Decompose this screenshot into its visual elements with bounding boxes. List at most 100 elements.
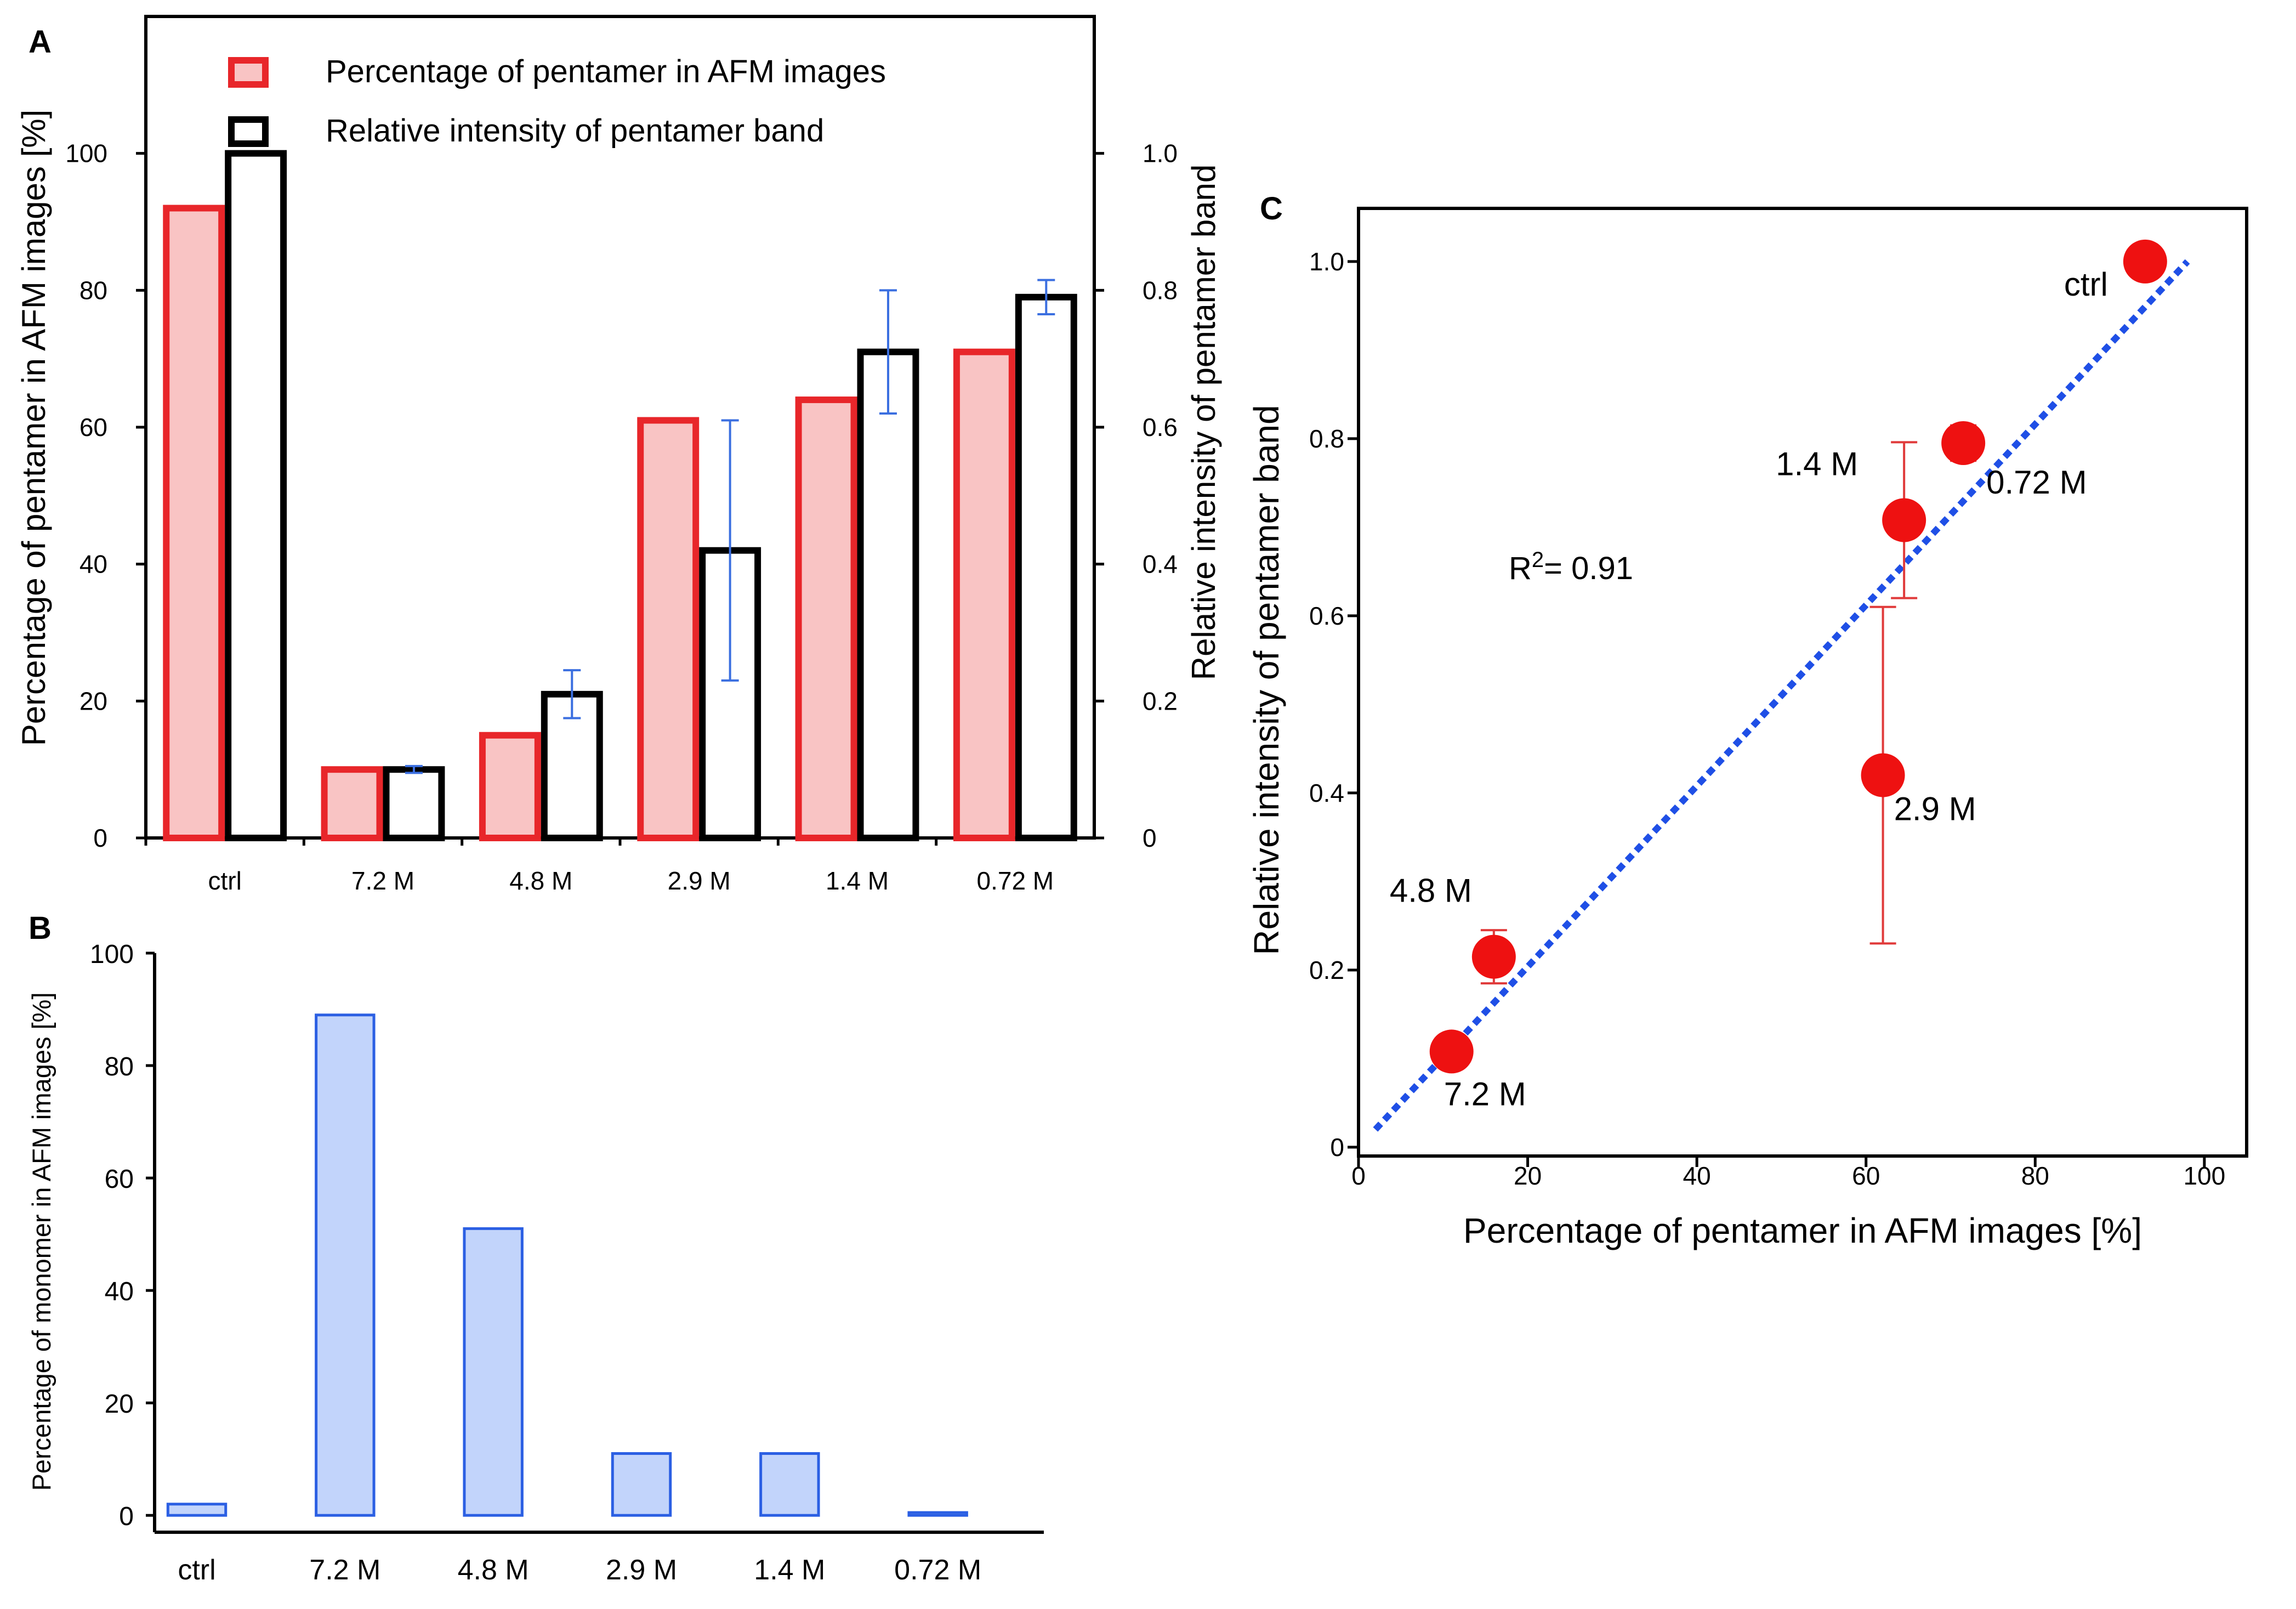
panel-c-point-labels: ctrl 7.2 M 4.8 M 2.9 M 1.4 M 0.72 M [1390,266,2108,1113]
y-tick-label-0-6: 0.6 [1309,602,1344,630]
left-tick-label-0: 0 [93,824,107,852]
bar-monomer-0-72-m [907,1511,968,1517]
panel-a-error-bars [405,279,1055,774]
panel-b: B 0 20 40 60 80 100 ctrl 7.2 M 4.8 M 2.9 M 1.4 M 0… [27,910,1044,1586]
x-tick-label-4-8-m: 4.8 M [509,866,572,895]
point-4-8-m [1471,934,1516,979]
x-tick-label-20: 20 [1514,1162,1542,1190]
point-label-7-2-m: 7.2 M [1444,1075,1526,1112]
panel-c-x-axis-label: Percentage of pentamer in AFM images [%] [1463,1211,2142,1250]
y-tick-label-0-4: 0.4 [1309,779,1344,807]
panel-c-x-axis: 0 20 40 60 80 100 [1351,1156,2225,1190]
panel-c-plot-frame [1357,207,2248,1158]
x-tick-label-ctrl: ctrl [208,866,242,895]
legend-swatch-pentamer-afm [228,57,269,88]
panel-a-right-axis: 0 0.2 0.4 0.6 0.8 1.0 [1094,139,1178,852]
x-tick-label-80: 80 [2021,1162,2049,1190]
panel-c-label: C [1260,191,1283,226]
panel-a-right-axis-label: Relative intensity of pentamer band [1185,165,1222,681]
left-tick-label-100: 100 [65,139,107,168]
panel-b-y-axis-label: Percentage of monomer in AFM images [%] [27,992,56,1491]
bar-relative-intensity-1-4-m [857,348,919,841]
panel-a-bars [163,150,1077,842]
panel-a-label: A [29,24,52,60]
panel-b-bars [166,1013,968,1517]
legend-label-relative-intensity: Relative intensity of pentamer band [326,113,824,149]
bar-monomer-7-2-m [315,1013,376,1517]
point-ctrl [2123,239,2167,284]
legend-label-pentamer-afm: Percentage of pentamer in AFM images [326,54,886,89]
left-tick-label-60: 60 [79,413,107,441]
left-tick-label-20: 20 [79,687,107,715]
bar-monomer-2-9-m [611,1452,672,1517]
x-tick-label-7-2-m: 7.2 M [351,866,414,895]
point-label-1-4-m: 1.4 M [1776,445,1858,482]
y-tick-label-100: 100 [90,940,134,969]
x-tick-label-0-72-m: 0.72 M [894,1554,981,1586]
legend-swatch-relative-intensity [228,116,269,147]
panel-a: A 0 20 40 60 80 100 0 0.2 0.4 0.6 0.8 1.0 ctrl 7.2 … [15,15,1222,895]
right-tick-label-0: 0 [1143,824,1157,852]
left-tick-label-80: 80 [79,276,107,304]
fit-line [1373,259,2190,1132]
y-tick-label-20: 20 [105,1390,134,1419]
bar-pentamer-afm-1-4-m [795,396,857,841]
panel-a-left-axis-label: Percentage of pentamer in AFM images [%] [15,110,52,746]
r2-prefix: R [1509,551,1532,586]
panel-b-y-axis: 0 20 40 60 80 100 [90,940,155,1531]
point-label-0-72-m: 0.72 M [1986,464,2087,501]
panel-b-x-axis: ctrl 7.2 M 4.8 M 2.9 M 1.4 M 0.72 M [178,1554,981,1586]
bar-monomer-1-4-m [759,1452,820,1517]
right-tick-label-0-6: 0.6 [1143,413,1178,441]
panel-c-r2-annotation: R2= 0.91 [1509,548,1633,586]
y-tick-label-80: 80 [105,1052,134,1081]
point-label-4-8-m: 4.8 M [1390,873,1472,909]
right-tick-label-0-2: 0.2 [1143,687,1178,715]
x-tick-label-60: 60 [1852,1162,1880,1190]
x-tick-label-0-72-m: 0.72 M [977,866,1054,895]
r2-value: = 0.91 [1544,551,1633,586]
y-tick-label-0: 0 [1330,1133,1344,1162]
panel-b-label: B [29,910,52,946]
bar-relative-intensity-0-72-m [1015,293,1077,841]
right-tick-label-1-0: 1.0 [1143,139,1178,168]
y-tick-label-0-8: 0.8 [1309,424,1344,453]
x-tick-label-1-4-m: 1.4 M [754,1554,825,1586]
bar-monomer-ctrl [166,1503,228,1517]
x-tick-label-2-9-m: 2.9 M [668,866,731,895]
right-tick-label-0-8: 0.8 [1143,276,1178,304]
x-tick-label-40: 40 [1683,1162,1711,1190]
x-tick-label-4-8-m: 4.8 M [458,1554,529,1586]
bar-relative-intensity-7-2-m [383,766,445,841]
right-tick-label-0-4: 0.4 [1143,550,1178,579]
y-tick-label-1-0: 1.0 [1309,247,1344,276]
r2-superscript: 2 [1532,548,1544,572]
x-tick-label-7-2-m: 7.2 M [309,1554,380,1586]
panel-c-fit-line [1373,259,2190,1132]
left-tick-label-40: 40 [79,550,107,579]
bar-pentamer-afm-0-72-m [953,348,1015,841]
y-tick-label-60: 60 [105,1165,134,1194]
bar-pentamer-afm-7-2-m [321,766,383,841]
point-2-9-m [1861,753,1905,797]
point-7-2-m [1429,1029,1474,1074]
y-tick-label-0-2: 0.2 [1309,956,1344,984]
panel-a-left-axis: 0 20 40 60 80 100 [65,139,146,852]
panel-a-x-axis: ctrl 7.2 M 4.8 M 2.9 M 1.4 M 0.72 M [144,838,1054,895]
bar-relative-intensity-ctrl [225,150,287,842]
point-label-2-9-m: 2.9 M [1894,791,1976,828]
y-tick-label-0: 0 [119,1502,134,1531]
x-tick-label-2-9-m: 2.9 M [606,1554,677,1586]
panel-c: C ctrl 7.2 M 4.8 M 2.9 M 1.4 M 0.72 M 0 20 40 60… [1247,191,2248,1250]
x-tick-label-1-4-m: 1.4 M [826,866,889,895]
panel-c-y-axis: 0 0.2 0.4 0.6 0.8 1.0 [1309,247,1359,1162]
bar-pentamer-afm-ctrl [163,205,225,841]
point-label-ctrl: ctrl [2064,266,2108,303]
panel-a-legend: Percentage of pentamer in AFM images Rel… [228,54,886,149]
point-1-4-m [1882,498,1926,542]
x-tick-label-ctrl: ctrl [178,1554,215,1586]
point-0-72-m [1941,421,1986,465]
bar-monomer-4-8-m [463,1227,524,1517]
bar-pentamer-afm-2-9-m [637,417,700,841]
